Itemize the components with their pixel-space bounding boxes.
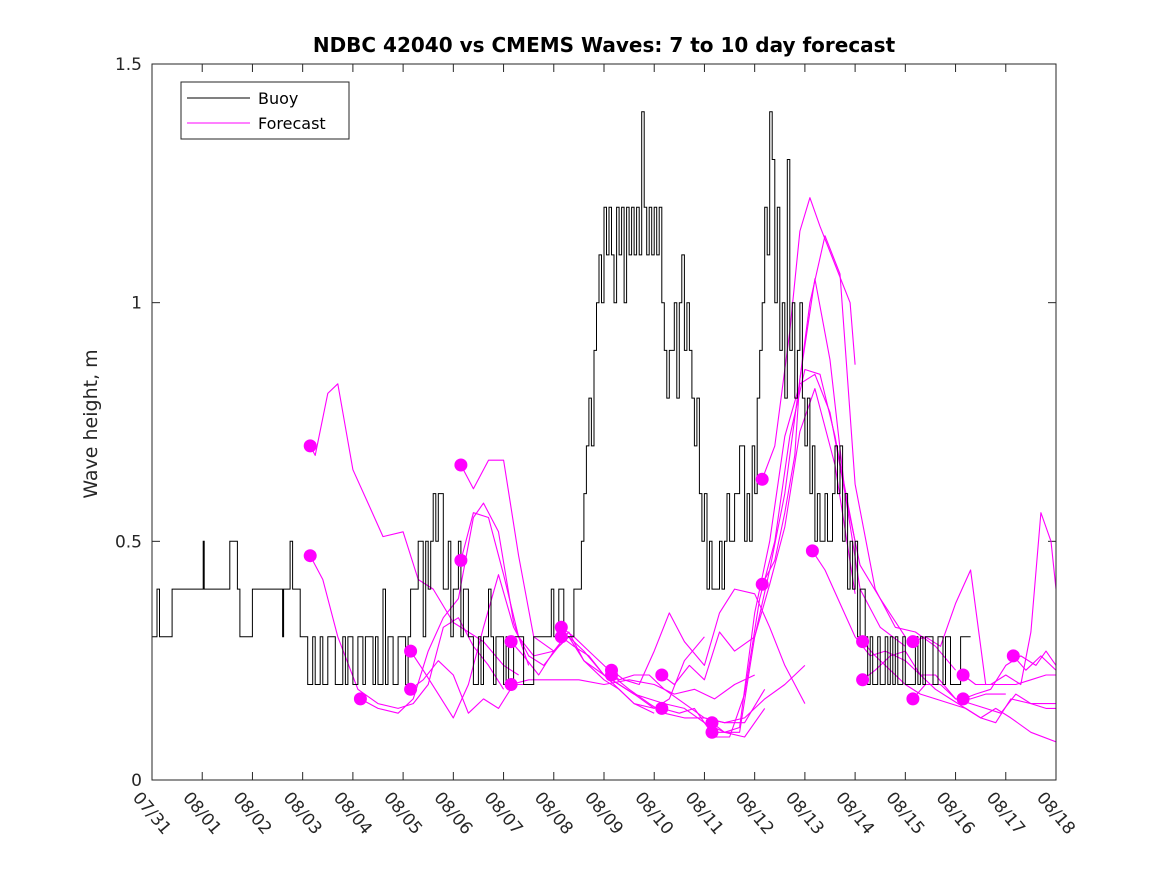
forecast-line [761, 197, 856, 480]
y-tick-label: 1 [131, 294, 142, 314]
forecast-line [962, 512, 1056, 686]
forecast-start-marker [906, 635, 920, 649]
forecast-start-marker [504, 635, 518, 649]
forecast-line [510, 631, 705, 709]
legend: Buoy Forecast [180, 81, 350, 140]
y-tick-label: 0.5 [115, 532, 142, 552]
forecast-line [761, 235, 957, 671]
y-tick-labels: 0 0.5 1 1.5 [115, 55, 142, 791]
forecast-start-marker [404, 644, 418, 658]
forecast-start-markers [303, 439, 1020, 739]
forecast-start-marker [1006, 649, 1020, 663]
forecast-start-marker [454, 553, 468, 567]
forecast-start-marker [554, 620, 568, 634]
forecast-start-marker [856, 673, 870, 687]
forecast-start-marker [956, 668, 970, 682]
forecast-start-marker [404, 682, 418, 696]
forecast-start-marker [655, 668, 669, 682]
forecast-start-marker [705, 725, 719, 739]
forecast-line [611, 665, 806, 724]
forecast-start-marker [906, 692, 920, 706]
forecast-line [1012, 655, 1056, 671]
legend-box [180, 81, 350, 140]
y-tick-label: 1.5 [115, 55, 142, 75]
forecast-start-marker [956, 692, 970, 706]
forecast-start-marker [856, 635, 870, 649]
forecast-start-marker [303, 439, 317, 453]
forecast-start-marker [655, 701, 669, 715]
forecast-line [661, 368, 856, 738]
forecast-line [410, 660, 529, 714]
buoy-line [152, 111, 971, 685]
y-axis-label: Wave height, m [80, 349, 102, 498]
chart-title: NDBC 42040 vs CMEMS Waves: 7 to 10 day f… [313, 33, 896, 57]
plot-frame [151, 63, 1057, 781]
forecast-line [510, 674, 755, 700]
forecast-start-marker [454, 458, 468, 472]
forecast-start-marker [353, 692, 367, 706]
forecast-start-marker [303, 549, 317, 563]
forecast-start-marker [805, 544, 819, 558]
forecast-start-marker [554, 630, 568, 644]
forecast-start-marker [605, 668, 618, 682]
buoy-line-group [152, 111, 971, 685]
forecast-start-marker [755, 577, 769, 591]
forecast-start-marker [755, 472, 769, 486]
forecast-start-marker [705, 716, 719, 730]
forecast-start-marker [504, 678, 518, 691]
legend-forecast-label: Forecast [258, 114, 326, 133]
y-tick-label: 0 [131, 771, 142, 791]
legend-buoy-label: Buoy [258, 89, 298, 108]
forecast-line [611, 588, 806, 704]
